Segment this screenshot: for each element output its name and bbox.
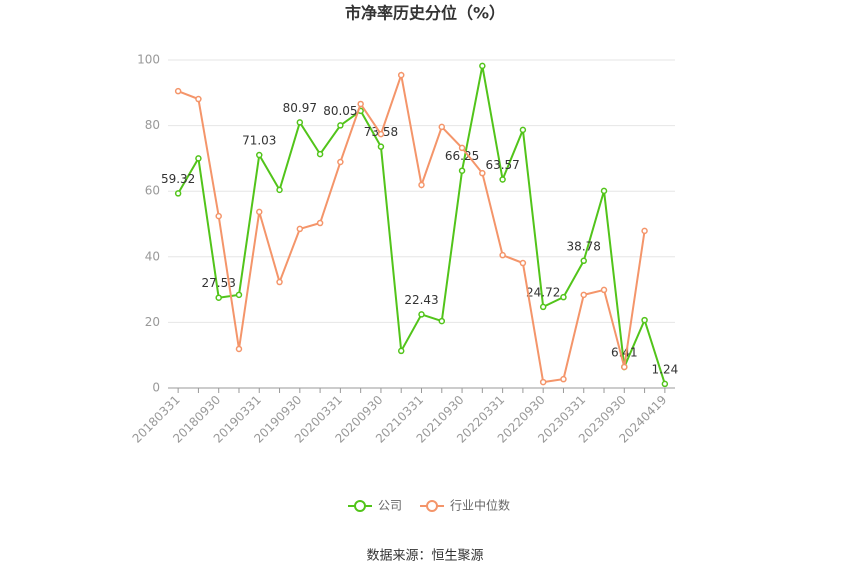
y-tick-label: 60 (145, 184, 160, 198)
point (580, 257, 587, 265)
data-label: 59.32 (161, 172, 195, 186)
point (256, 208, 263, 216)
data-label: 38.78 (567, 239, 601, 253)
point (458, 167, 466, 174)
point (276, 186, 283, 194)
point (641, 316, 648, 324)
data-label: 63.57 (485, 158, 519, 172)
y-tick-label: 40 (145, 249, 160, 263)
y-tick-label: 80 (145, 118, 160, 132)
data-label: 27.53 (202, 276, 236, 290)
point (235, 345, 243, 353)
chart-title: 市净率历史分位（%） (345, 4, 505, 23)
point (296, 225, 304, 233)
point (519, 126, 527, 134)
point (479, 62, 486, 70)
point (539, 303, 547, 311)
point (621, 363, 628, 371)
point (580, 291, 587, 299)
legend-marker (426, 500, 439, 512)
series-line (177, 65, 666, 385)
point (600, 286, 608, 294)
point (296, 119, 304, 126)
y-tick-label: 20 (145, 315, 160, 329)
data-label: 6.41 (611, 345, 638, 359)
point (195, 95, 202, 103)
point (377, 143, 385, 150)
point (397, 71, 405, 79)
legend-marker (354, 500, 366, 512)
point (215, 212, 222, 220)
point (357, 100, 364, 108)
point (256, 151, 263, 159)
data-label: 66.25 (445, 149, 479, 163)
series-line (177, 71, 646, 384)
y-tick-label: 0 (152, 381, 160, 395)
data-label: 1.24 (652, 362, 679, 376)
point (641, 227, 648, 235)
point (600, 187, 608, 195)
point (438, 123, 446, 131)
point (438, 317, 446, 325)
point (195, 155, 202, 162)
point (276, 278, 283, 286)
data-label: 22.43 (404, 293, 438, 307)
point (499, 176, 506, 183)
point (174, 87, 182, 95)
point (418, 311, 425, 318)
data-label: 80.05 (323, 104, 357, 118)
y-tick-label: 100 (137, 53, 160, 67)
point (661, 380, 669, 388)
point (458, 144, 466, 152)
point (539, 378, 547, 386)
legend-label: 公司 (378, 499, 402, 513)
point (215, 294, 222, 301)
legend-label: 行业中位数 (450, 498, 510, 513)
point (519, 259, 527, 267)
source: 数据来源：恒生聚源 (366, 549, 483, 564)
point (377, 130, 385, 138)
point (235, 291, 243, 299)
point (316, 219, 324, 227)
point (560, 375, 567, 383)
data-label: 80.97 (283, 101, 317, 115)
point (337, 158, 344, 166)
data-label: 24.72 (526, 285, 560, 299)
point (337, 122, 344, 129)
point (397, 347, 405, 355)
point (479, 169, 486, 177)
point (560, 293, 567, 301)
point (418, 181, 425, 189)
point (316, 150, 324, 158)
point (174, 190, 182, 197)
point (499, 251, 506, 259)
data-label: 71.03 (242, 134, 276, 148)
